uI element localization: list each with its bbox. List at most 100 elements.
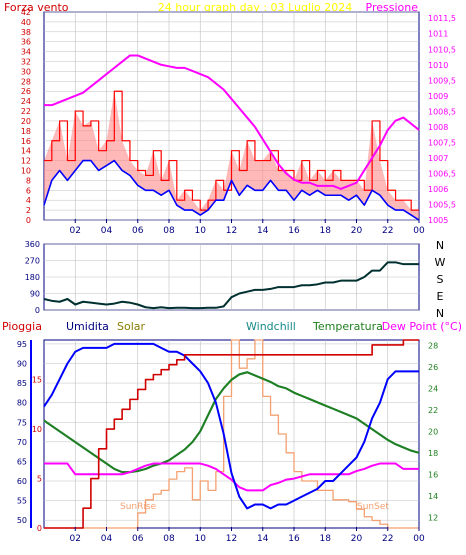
x-tick-label: 06 [132, 226, 144, 236]
wind-tick-label: 8 [26, 176, 31, 185]
wind-tick-label: 36 [21, 38, 31, 47]
rain-line [44, 339, 419, 529]
x-tick-label: 22 [382, 534, 393, 544]
x-tick-label: 16 [288, 226, 300, 236]
temperature-tick-label: 26 [428, 363, 438, 372]
x-tick-label: 04 [101, 226, 113, 236]
wind-tick-label: 10 [21, 166, 31, 175]
wind-tick-label: 20 [21, 117, 31, 126]
compass-n: N [436, 239, 444, 252]
rain-tick-label: 15 [32, 376, 42, 385]
wind-tick-label: 28 [21, 77, 31, 86]
pressure-axis-ticks: 1005 1005,5 1006 1006,5 1007 1007,5 1008 1008,5… [428, 14, 456, 225]
wind-tick-label: 32 [21, 58, 31, 67]
pressure-tick-label: 1011,5 [428, 14, 456, 23]
x-tick-label: 06 [132, 534, 144, 544]
pressure-tick-label: 1009,5 [428, 76, 456, 85]
x-tick-label: 20 [351, 226, 363, 236]
wind-tick-label: 2 [26, 206, 31, 215]
wind-tick-label: 0 [26, 216, 31, 225]
x-tick-label: 14 [257, 534, 269, 544]
wind-x-ticks: 02 04 06 08 10 12 14 16 18 20 22 00 [70, 219, 425, 236]
temperature-tick-label: 14 [428, 492, 438, 501]
rain-axis-ticks: 0 5 10 15 [32, 376, 42, 533]
pressure-line [44, 54, 420, 190]
x-tick-label: 22 [382, 226, 393, 236]
temperature-tick-label: 12 [428, 513, 438, 522]
pressure-tick-label: 1006,5 [428, 169, 456, 178]
wind-tick-label: 16 [21, 137, 31, 146]
wind-tick-label: 12 [21, 157, 31, 166]
x-tick-label: 20 [351, 534, 363, 544]
wind-grid [44, 11, 419, 221]
x-tick-label: 18 [320, 226, 332, 236]
x-tick-label: 12 [226, 534, 237, 544]
x-tick-label: 00 [413, 226, 425, 236]
rain-tick-label: 10 [32, 425, 42, 434]
humidity-tick-label: 75 [17, 418, 27, 427]
pressure-tick-label: 1009 [428, 92, 448, 101]
wind-pressure-panel: Forza vento 24 hour graph day : 03 Lugli… [4, 1, 456, 236]
sunset-label: SunSet [357, 502, 389, 512]
compass-e: E [437, 290, 444, 303]
x-tick-label: 18 [320, 534, 332, 544]
wind-tick-label: 6 [26, 186, 31, 195]
solar-line [44, 339, 419, 529]
rain-tick-label: 5 [37, 475, 42, 484]
x-tick-label: 02 [70, 534, 81, 544]
temperature-tick-label: 28 [428, 341, 438, 350]
sunrise-label: SunRise [120, 502, 157, 512]
temperature-tick-label: 22 [428, 406, 438, 415]
direction-grid [44, 243, 419, 311]
wind-series [43, 54, 420, 221]
climate-x-ticks: 02 04 06 08 10 12 14 16 18 20 22 00 [70, 527, 425, 544]
direction-axis-ticks: 0 90 180 270 360 [25, 240, 40, 315]
humidity-tick-label: 90 [17, 360, 27, 369]
wind-average-line [43, 159, 420, 221]
humidity-tick-label: 55 [17, 497, 27, 506]
temperature-tick-label: 16 [428, 470, 438, 479]
pressure-tick-label: 1007 [428, 154, 448, 163]
wind-tick-label: 24 [21, 97, 31, 106]
wind-tick-label: 14 [21, 147, 31, 156]
wind-gust-line [44, 90, 419, 211]
temperature-line [43, 371, 420, 474]
temperature-label: Temperatura [312, 320, 383, 333]
climate-panel: Pioggia Umidita Solar Windchill Temperat… [2, 320, 462, 544]
humidity-tick-label: 50 [17, 516, 27, 525]
wind-tick-label: 38 [21, 28, 31, 37]
humidity-line [43, 342, 419, 510]
x-tick-label: 00 [413, 534, 425, 544]
pressure-tick-label: 1011 [428, 30, 448, 39]
direction-line [43, 261, 419, 310]
x-tick-label: 08 [163, 226, 175, 236]
pressure-tick-label: 1010 [428, 61, 448, 70]
x-tick-label: 12 [226, 226, 237, 236]
rain-tick-label: 0 [37, 524, 42, 533]
pressure-tick-label: 1008 [428, 123, 448, 132]
wind-tick-label: 30 [21, 67, 31, 76]
rain-label: Pioggia [2, 320, 42, 333]
windchill-label: Windchill [246, 320, 296, 333]
x-tick-label: 14 [257, 226, 269, 236]
compass-w: W [435, 256, 446, 269]
wind-tick-label: 42 [21, 8, 31, 17]
humidity-tick-label: 65 [17, 457, 27, 466]
temperature-tick-label: 18 [428, 449, 438, 458]
direction-tick-label: 0 [35, 306, 40, 315]
humidity-tick-label: 80 [17, 399, 27, 408]
direction-tick-label: 180 [25, 273, 40, 282]
direction-series [43, 261, 419, 310]
x-tick-label: 10 [195, 534, 207, 544]
pressure-label: Pressione [366, 1, 419, 14]
compass-s: S [437, 273, 444, 286]
direction-tick-label: 360 [25, 240, 40, 249]
pressure-tick-label: 1005,5 [428, 200, 456, 209]
humidity-label: Umidita [66, 320, 109, 333]
graph-title: 24 hour graph day : 03 Luglio 2024 [158, 1, 353, 14]
temperature-tick-label: 24 [428, 384, 438, 393]
direction-tick-label: 270 [25, 257, 40, 266]
pressure-tick-label: 1007,5 [428, 138, 456, 147]
wind-tick-label: 40 [21, 18, 31, 27]
